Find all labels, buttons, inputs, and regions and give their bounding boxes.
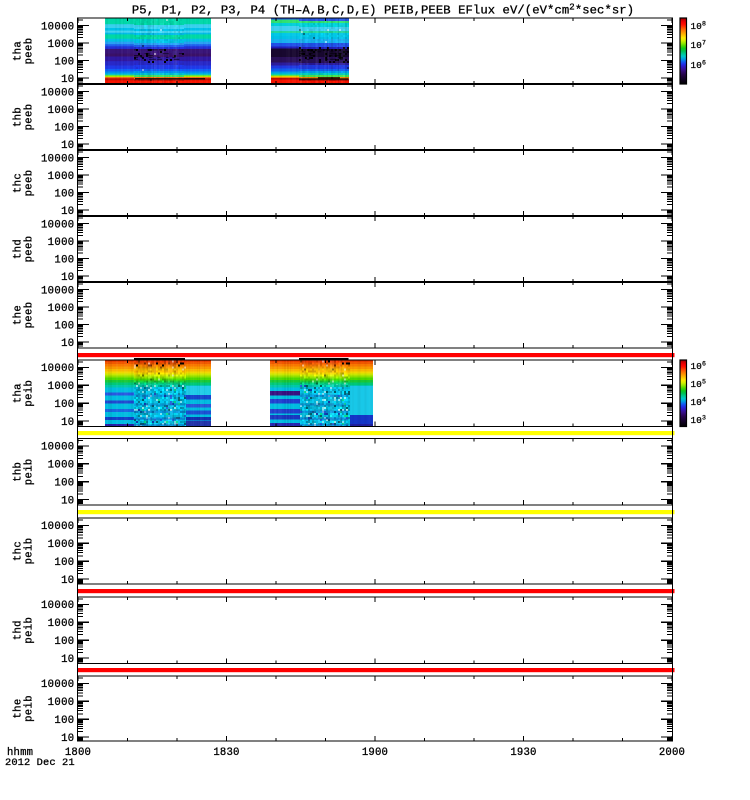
svg-text:100: 100 (54, 56, 74, 68)
svg-text:100: 100 (54, 320, 74, 332)
svg-text:100: 100 (54, 254, 74, 266)
svg-text:P5, P1, P2, P3, P4 (TH–A,B,C,D: P5, P1, P2, P3, P4 (TH–A,B,C,D,E) PEIB,P… (132, 3, 634, 18)
svg-text:1800: 1800 (65, 747, 91, 759)
svg-text:peib: peib (24, 458, 36, 485)
svg-text:10000: 10000 (41, 363, 75, 375)
svg-text:thb: thb (13, 107, 25, 127)
svg-text:thc: thc (13, 173, 25, 193)
svg-text:100: 100 (54, 399, 74, 411)
svg-text:thb: thb (13, 462, 25, 482)
svg-text:1000: 1000 (48, 697, 75, 709)
svg-text:10000: 10000 (41, 87, 75, 99)
svg-text:10: 10 (61, 575, 74, 587)
svg-text:100: 100 (54, 188, 74, 200)
svg-text:106: 106 (691, 60, 707, 72)
svg-text:1900: 1900 (362, 747, 388, 759)
svg-text:peib: peib (24, 695, 36, 722)
svg-text:10: 10 (61, 272, 74, 284)
svg-text:10: 10 (61, 206, 74, 218)
svg-text:peeb: peeb (24, 104, 36, 131)
svg-text:the: the (13, 698, 25, 718)
svg-text:10000: 10000 (41, 442, 75, 454)
svg-text:tha: tha (13, 383, 25, 403)
svg-text:peeb: peeb (24, 302, 36, 329)
svg-text:peib: peib (24, 538, 36, 565)
svg-text:thd: thd (13, 620, 25, 640)
svg-text:1000: 1000 (48, 381, 75, 393)
svg-text:100: 100 (54, 715, 74, 727)
svg-text:10: 10 (61, 338, 74, 350)
svg-text:10: 10 (61, 417, 74, 429)
svg-text:1830: 1830 (213, 747, 239, 759)
svg-text:105: 105 (691, 379, 707, 391)
svg-text:10000: 10000 (41, 521, 75, 533)
svg-text:2000: 2000 (659, 747, 685, 759)
svg-text:peeb: peeb (24, 236, 36, 263)
svg-text:10000: 10000 (41, 600, 75, 612)
svg-text:peib: peib (24, 617, 36, 644)
svg-text:10: 10 (61, 74, 74, 86)
svg-text:10000: 10000 (41, 285, 75, 297)
svg-text:108: 108 (691, 21, 707, 33)
svg-text:2012 Dec 21: 2012 Dec 21 (5, 757, 75, 769)
svg-text:peeb: peeb (24, 170, 36, 197)
svg-text:10: 10 (61, 733, 74, 745)
svg-text:1000: 1000 (48, 171, 75, 183)
svg-text:10000: 10000 (41, 219, 75, 231)
svg-text:10: 10 (61, 140, 74, 152)
svg-text:100: 100 (54, 557, 74, 569)
svg-text:100: 100 (54, 122, 74, 134)
svg-text:1000: 1000 (48, 539, 75, 551)
svg-text:thc: thc (13, 541, 25, 561)
svg-text:tha: tha (13, 41, 25, 61)
svg-text:the: the (13, 305, 25, 325)
svg-text:10000: 10000 (41, 21, 75, 33)
svg-text:10: 10 (61, 654, 74, 666)
svg-text:10000: 10000 (41, 153, 75, 165)
svg-text:100: 100 (54, 478, 74, 490)
svg-text:peib: peib (24, 380, 36, 407)
svg-text:thd: thd (13, 239, 25, 259)
svg-text:100: 100 (54, 636, 74, 648)
svg-text:103: 103 (691, 415, 707, 427)
svg-text:hhmm: hhmm (7, 747, 33, 759)
svg-text:10000: 10000 (41, 679, 75, 691)
svg-text:104: 104 (691, 397, 707, 409)
svg-text:106: 106 (691, 361, 707, 373)
svg-text:1000: 1000 (48, 303, 75, 315)
svg-text:10: 10 (61, 495, 74, 507)
svg-text:107: 107 (691, 40, 707, 52)
svg-text:peeb: peeb (24, 38, 36, 65)
svg-text:1000: 1000 (48, 105, 75, 117)
svg-text:1000: 1000 (48, 618, 75, 630)
svg-text:1000: 1000 (48, 39, 75, 51)
svg-text:1000: 1000 (48, 460, 75, 472)
svg-text:1000: 1000 (48, 237, 75, 249)
svg-text:1930: 1930 (510, 747, 536, 759)
